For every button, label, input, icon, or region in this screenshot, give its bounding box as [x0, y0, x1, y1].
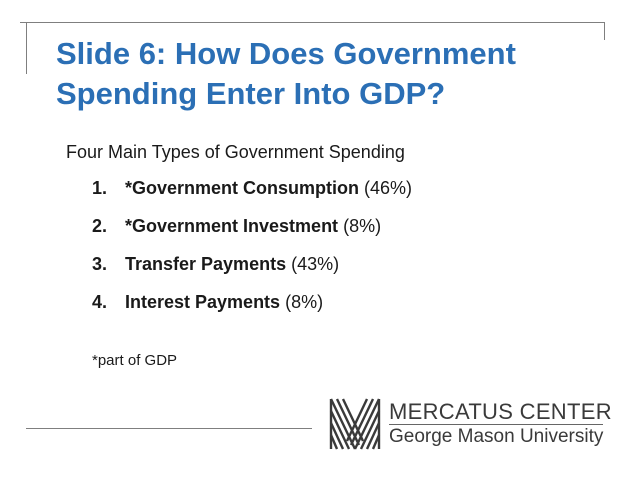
item-share: (8%) [343, 216, 382, 236]
item-number: 2. [92, 216, 108, 236]
list-item: 1. *Government Consumption (46%) [92, 176, 412, 214]
item-label: Interest Payments [125, 292, 281, 312]
footnote: *part of GDP [92, 352, 178, 369]
mercatus-logo: MERCATUS CENTER George Mason University [329, 397, 614, 451]
slide-title: Slide 6: How Does Government Spending En… [56, 36, 516, 111]
item-number: 3. [92, 254, 108, 274]
bottom-divider [26, 428, 312, 429]
item-label: Transfer Payments [125, 254, 287, 274]
spending-types-list: 1. *Government Consumption (46%) 2. *Gover… [92, 176, 412, 328]
item-number: 4. [92, 292, 108, 312]
item-label: *Government Consumption [125, 178, 360, 198]
item-label: *Government Investment [125, 216, 339, 236]
item-number: 1. [92, 178, 108, 198]
top-divider [20, 22, 604, 23]
logo-separator [389, 424, 603, 425]
list-item: 2. *Government Investment (8%) [92, 214, 412, 252]
list-item: 4. Interest Payments (8%) [92, 290, 412, 328]
mercatus-logo-icon [329, 398, 381, 450]
item-share: (46%) [364, 178, 413, 198]
list-item: 3. Transfer Payments (43%) [92, 252, 412, 290]
logo-subtitle: George Mason University [389, 426, 604, 447]
title-left-bar [26, 22, 27, 74]
logo-title: MERCATUS CENTER [389, 399, 612, 424]
item-share: (43%) [291, 254, 340, 274]
item-share: (8%) [285, 292, 324, 312]
top-right-tick [604, 22, 605, 40]
slide-subtitle: Four Main Types of Government Spending [66, 142, 405, 162]
